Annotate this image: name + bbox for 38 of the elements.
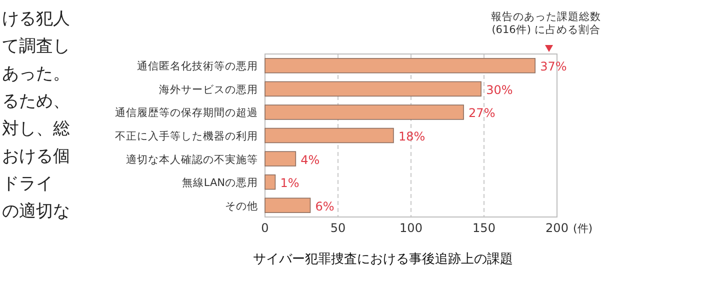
y-tick-label: 不正に入手等した機器の利用: [115, 130, 258, 142]
annotation: 37%: [540, 60, 567, 74]
bar: [264, 58, 536, 74]
bar: [264, 174, 276, 190]
bar: [264, 198, 311, 213]
text: 対し、総: [2, 119, 70, 139]
bar: [264, 151, 296, 166]
text: おける個: [2, 146, 70, 166]
y-tick-label: 海外サービスの悪用: [159, 84, 258, 96]
text: ドライ: [2, 174, 53, 194]
annotation: 6%: [315, 199, 334, 214]
annotation: 30%: [486, 82, 513, 97]
x-tick-label: 200: [546, 221, 568, 235]
y-tick-label: 通信匿名化技術等の悪用: [137, 60, 258, 73]
bar: [264, 128, 394, 144]
y-tick-label: 適切な本人確認の不実施等: [126, 152, 258, 166]
text: ける犯人: [2, 9, 70, 29]
annotation: 27%: [468, 106, 496, 120]
bar: [264, 104, 464, 120]
x-tick-label: 150: [472, 221, 496, 235]
x-tick-label: 100: [400, 221, 422, 235]
text: て調査し: [2, 36, 70, 56]
text: 報告のあった課題総数: [491, 10, 601, 23]
y-tick-label: その他: [225, 200, 258, 212]
x-tick-label: 0: [261, 221, 269, 235]
y-tick-label: 通信履歴等の保存期間の超過: [115, 106, 258, 120]
x-tick-label: 50: [330, 221, 346, 235]
text: の適切な: [2, 202, 70, 222]
annotation: 1%: [280, 176, 300, 190]
text: るため、: [2, 92, 70, 112]
text: (616件) に占める割合: [492, 23, 600, 36]
x-axis-title: (件): [573, 222, 593, 235]
text: サイバー犯罪捜査における事後追跡上の課題: [253, 252, 513, 267]
text: あった。: [2, 64, 70, 84]
bar: [264, 81, 482, 97]
annotation: 4%: [300, 152, 320, 167]
annotation: 18%: [398, 130, 426, 144]
y-tick-label: 無線LANの悪用: [182, 177, 258, 190]
